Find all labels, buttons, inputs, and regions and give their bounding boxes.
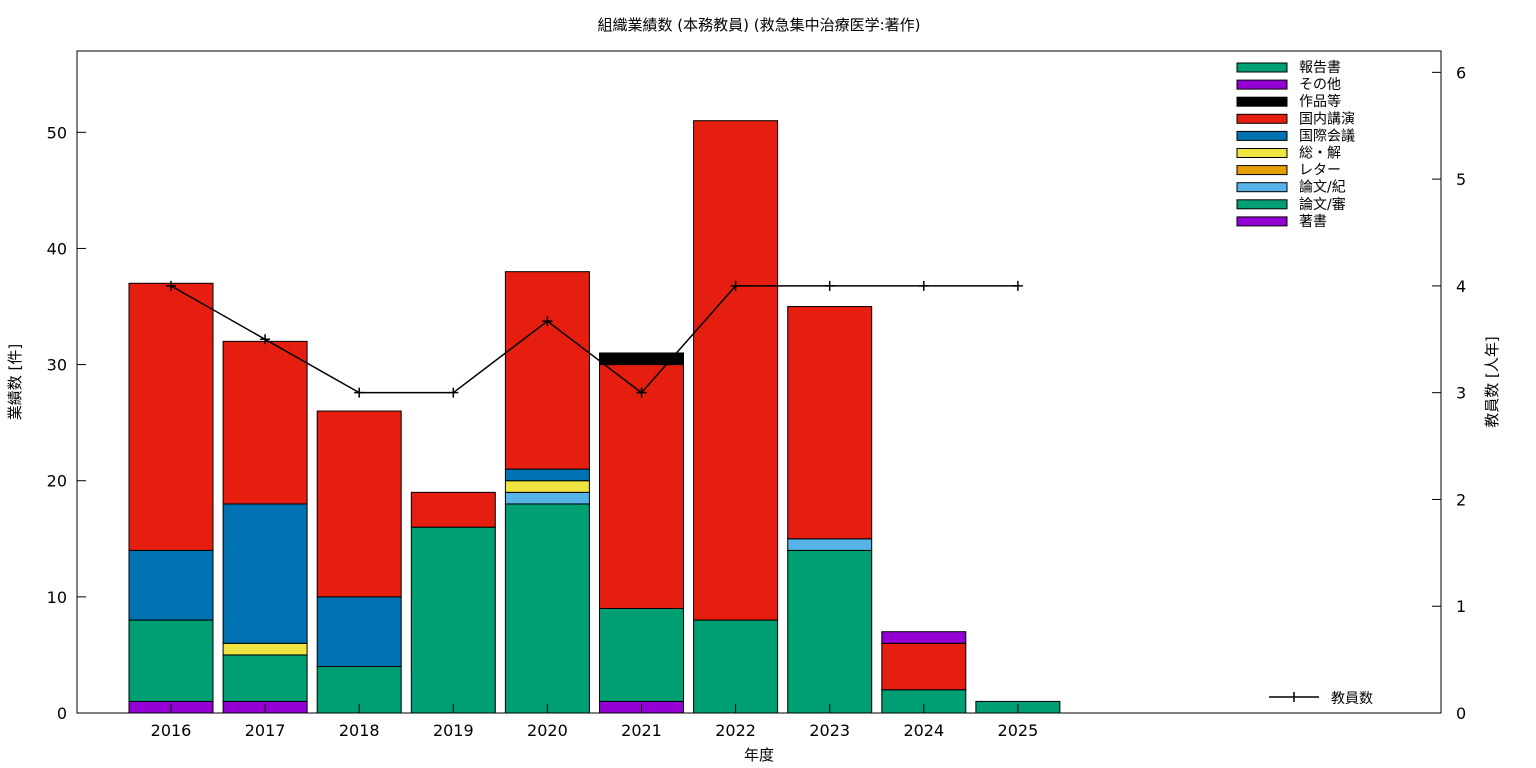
legend-swatch [1236, 113, 1288, 124]
legend-swatch [1236, 165, 1288, 176]
bar-segment [787, 538, 873, 551]
bar-segment [693, 619, 779, 714]
bar-segment [316, 410, 402, 598]
x-tick-label: 2025 [998, 721, 1039, 740]
x-tick-label: 2020 [527, 721, 568, 740]
x-tick-label: 2021 [621, 721, 662, 740]
x-tick-label: 2018 [339, 721, 380, 740]
bar-segment [316, 596, 402, 668]
plot-frame [76, 50, 1442, 714]
x-tick-label: 2022 [715, 721, 756, 740]
bar-segment [504, 491, 590, 505]
bar-segment [787, 549, 873, 714]
y2-tick-label: 4 [1456, 277, 1466, 296]
bar-layer [128, 120, 1061, 714]
bar-segment [128, 619, 214, 702]
legend-label: 著書 [1299, 214, 1327, 230]
axes: 0 10 20 30 40 50 0 1 2 3 4 5 6 2016 2017 2018 2019 2020 20… [47, 63, 1467, 740]
x-tick-label: 2017 [245, 721, 286, 740]
x-axis-label: 年度 [744, 746, 774, 764]
x-tick-label: 2019 [433, 721, 474, 740]
legend-swatch [1236, 148, 1288, 158]
legend-swatch [1236, 96, 1288, 107]
x-tick-label: 2016 [151, 721, 192, 740]
line-point [636, 387, 647, 398]
line-point [166, 280, 176, 291]
y2-tick-label: 5 [1456, 170, 1466, 189]
y2-axis-label: 教員数 [人年] [1483, 336, 1501, 427]
x-tick-label: 2024 [903, 721, 944, 740]
bar-segment [787, 306, 873, 540]
bar-segment [410, 491, 496, 528]
x-tick-label: 2023 [809, 721, 850, 740]
bar-segment [599, 607, 684, 702]
legend-label: 報告書 [1299, 60, 1341, 76]
legend-label: 作品等 [1299, 93, 1341, 110]
legend-label: その他 [1299, 77, 1341, 93]
chart-title: 組織業績数 (本務教員) (救急集中治療医学:著作) [597, 16, 920, 34]
line-point [730, 280, 741, 291]
y-tick-label: 50 [47, 123, 67, 142]
legend-label: 国内講演 [1299, 111, 1355, 127]
bar-segment [410, 526, 496, 714]
line-layer [166, 280, 1023, 398]
bar-segment [222, 642, 308, 656]
bar-segment [881, 631, 967, 644]
bar-segment [222, 654, 308, 702]
legend-label: 総・解 [1299, 146, 1341, 162]
legend-label: 国際会議 [1299, 127, 1355, 144]
y2-tick-label: 3 [1456, 384, 1466, 403]
legend-label: レター [1299, 163, 1341, 179]
bar-segment [881, 642, 967, 691]
line-point [354, 387, 365, 398]
legend-swatch [1236, 182, 1288, 193]
line-point [918, 280, 929, 291]
legend-swatch [1236, 62, 1288, 73]
bar-segment [504, 503, 590, 714]
legend-line-label: 教員数 [1331, 691, 1373, 707]
bar-segment [504, 468, 590, 482]
y-tick-label: 10 [47, 588, 67, 607]
y2-tick-label: 2 [1456, 490, 1466, 509]
legend-label: 論文/紀 [1299, 180, 1346, 196]
bar-segment [128, 549, 214, 621]
legend-label: 論文/審 [1299, 197, 1346, 213]
bar-segment [693, 120, 779, 621]
bar-segment [222, 503, 308, 644]
line-point [542, 316, 553, 327]
bar-segment [599, 364, 684, 609]
y2-tick-label: 6 [1456, 63, 1466, 82]
line-series [170, 285, 1018, 394]
line-point [448, 387, 459, 398]
bar-segment [599, 352, 684, 366]
y2-tick-label: 1 [1456, 597, 1466, 616]
legend-swatch [1236, 199, 1288, 210]
y-axis-label: 業績数 [件] [6, 344, 24, 420]
line-point [260, 334, 271, 345]
legend-swatch [1236, 130, 1288, 141]
legend-line-sample [1269, 692, 1319, 702]
line-point [824, 280, 835, 291]
legend-swatch [1236, 216, 1288, 227]
legend-swatch [1236, 79, 1288, 90]
y-tick-label: 30 [47, 356, 67, 375]
bar-segment [504, 480, 590, 493]
bar-segment [222, 340, 308, 505]
y2-tick-label: 0 [1456, 704, 1466, 723]
line-point [1012, 280, 1023, 291]
bar-segment [504, 271, 590, 470]
y-tick-label: 20 [47, 472, 67, 491]
bar-segment [128, 282, 214, 551]
y-tick-label: 40 [47, 239, 67, 258]
y-tick-label: 0 [57, 704, 67, 723]
